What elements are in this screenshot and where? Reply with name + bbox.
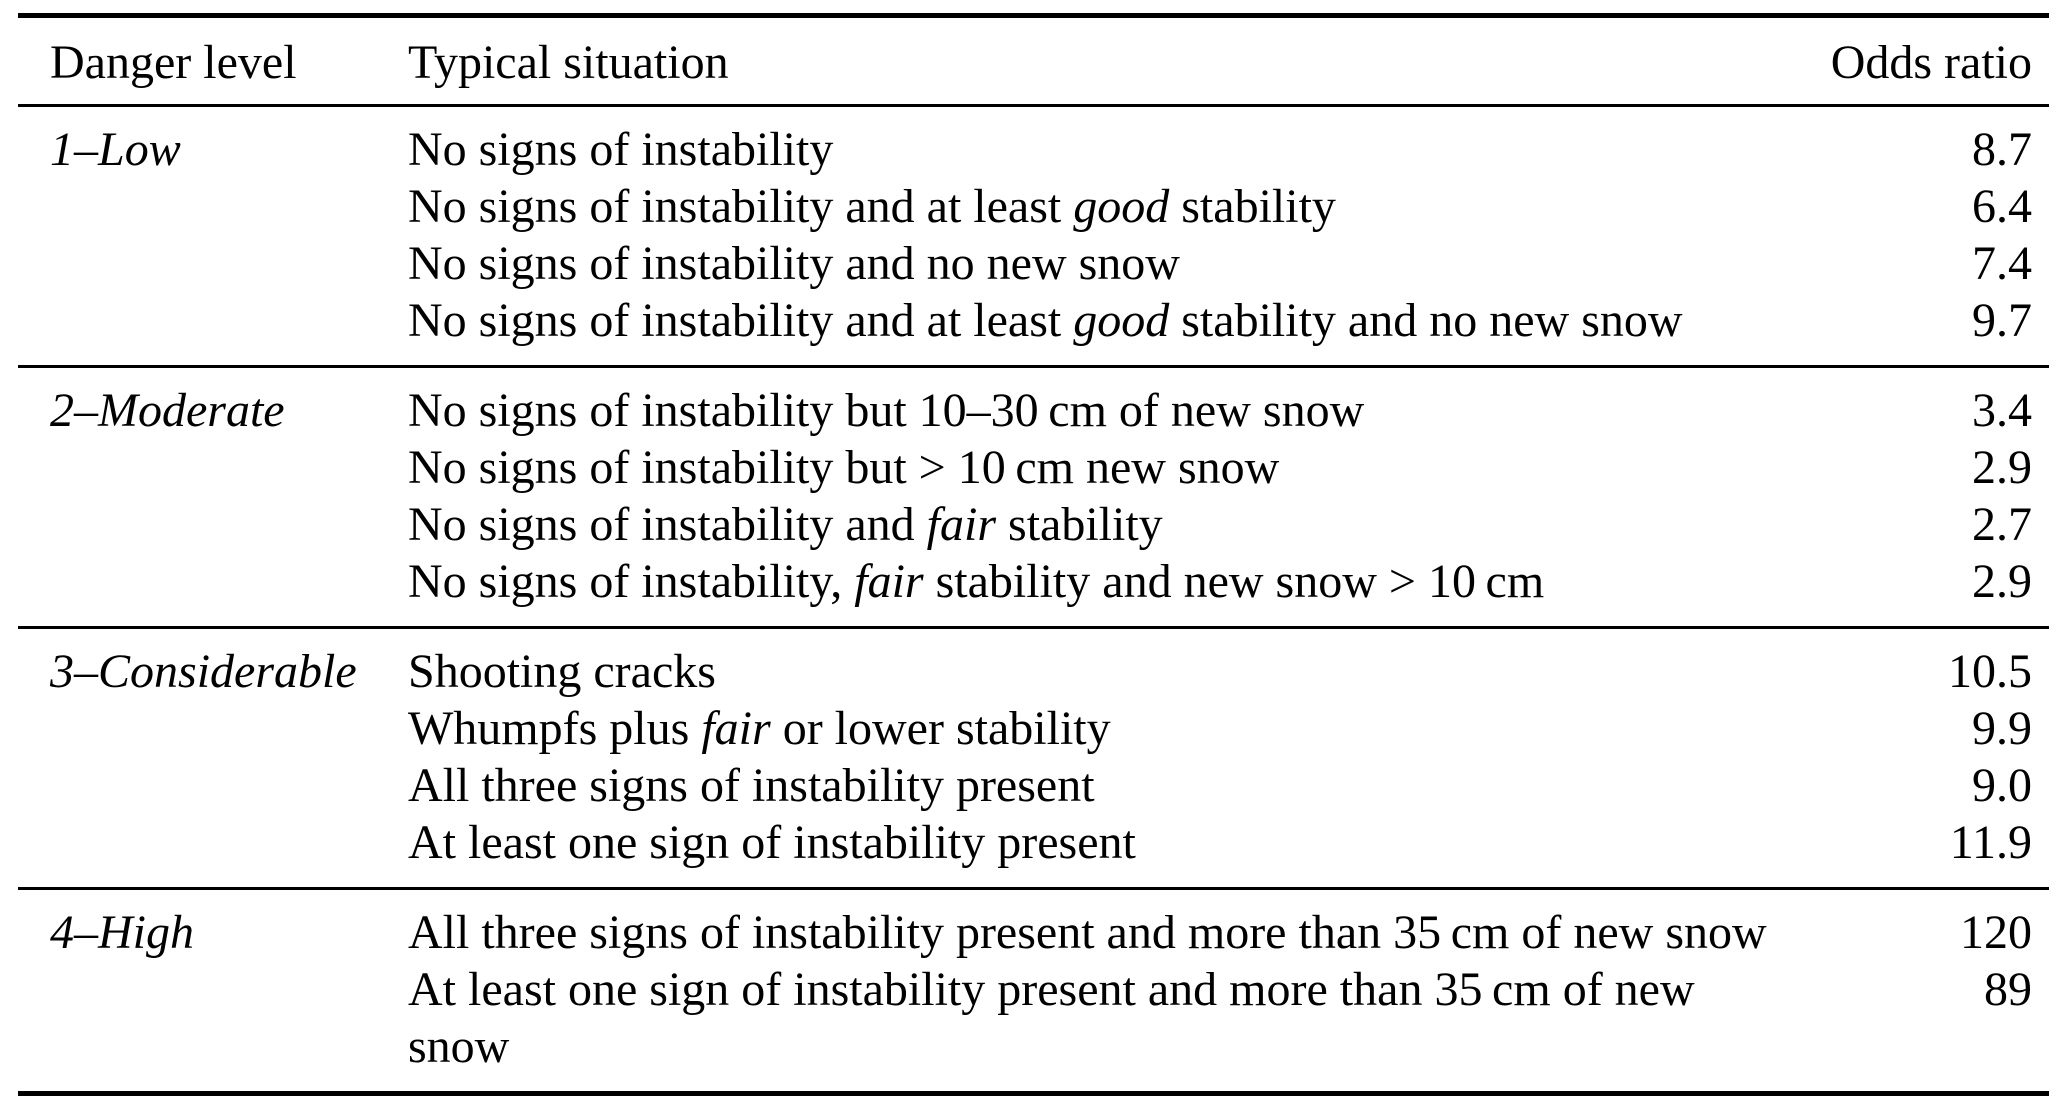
situation-cell: At least one sign of instability present… bbox=[408, 961, 1789, 1075]
table-row: At least one sign of instability present… bbox=[408, 961, 2049, 1075]
table-row: No signs of instability and at least goo… bbox=[408, 292, 2049, 349]
table-row: No signs of instability and fair stabili… bbox=[408, 496, 2049, 553]
text-segment: All three signs of instability present a… bbox=[408, 906, 1767, 959]
emphasis-text: fair bbox=[926, 498, 997, 551]
table-sections: 1–Low No signs of instability 8.7 No signs … bbox=[18, 104, 2049, 1091]
danger-level-cell: 3–Considerable bbox=[50, 645, 357, 698]
danger-level-cell: 4–High bbox=[50, 906, 194, 959]
situation-cell: No signs of instability, fair stability … bbox=[408, 553, 1789, 610]
situation-cell: No signs of instability bbox=[408, 121, 1789, 178]
situation-cell: Shooting cracks bbox=[408, 643, 1789, 700]
table-row: No signs of instability and no new snow 7… bbox=[408, 235, 2049, 292]
situation-cell: Whumpfs plus fair or lower stability bbox=[408, 700, 1789, 757]
situation-cell: All three signs of instability present a… bbox=[408, 904, 1789, 961]
odds-ratio-cell: 3.4 bbox=[1972, 384, 2032, 437]
situation-cell: No signs of instability and at least goo… bbox=[408, 292, 1789, 349]
text-segment: No signs of instability bbox=[408, 123, 834, 176]
text-segment: or lower stability bbox=[770, 702, 1111, 755]
odds-ratio-cell: 7.4 bbox=[1972, 237, 2032, 290]
odds-ratio-cell: 9.0 bbox=[1972, 759, 2032, 812]
text-segment: stability and no new snow bbox=[1169, 294, 1683, 347]
odds-ratio-cell: 9.7 bbox=[1972, 294, 2032, 347]
table-section: 1–Low No signs of instability 8.7 No signs … bbox=[18, 104, 2049, 365]
text-segment: No signs of instability, bbox=[408, 555, 855, 608]
table-section: 3–Considerable Shooting cracks 10.5 Whumpfs… bbox=[18, 626, 2049, 887]
section-rows: All three signs of instability present a… bbox=[408, 904, 2049, 1075]
text-segment: No signs of instability and bbox=[408, 498, 927, 551]
column-header-odds-ratio: Odds ratio bbox=[1830, 36, 2032, 89]
text-segment: stability bbox=[1169, 180, 1336, 233]
text-segment: stability bbox=[996, 498, 1163, 551]
situation-cell: No signs of instability and fair stabili… bbox=[408, 496, 1789, 553]
table-section: 2–Moderate No signs of instability but 10… bbox=[18, 365, 2049, 626]
situation-cell: All three signs of instability present bbox=[408, 757, 1789, 814]
situation-cell: No signs of instability but 10–30 cm of … bbox=[408, 382, 1789, 439]
table-row: Shooting cracks 10.5 bbox=[408, 643, 2049, 700]
odds-ratio-cell: 2.9 bbox=[1972, 555, 2032, 608]
situation-cell: No signs of instability and no new snow bbox=[408, 235, 1789, 292]
odds-ratio-table: Danger level Typical situation Odds rati… bbox=[18, 13, 2049, 1096]
text-segment: No signs of instability and no new snow bbox=[408, 237, 1180, 290]
odds-ratio-cell: 89 bbox=[1984, 963, 2032, 1016]
situation-cell: No signs of instability and at least goo… bbox=[408, 178, 1789, 235]
odds-ratio-cell: 9.9 bbox=[1972, 702, 2032, 755]
odds-ratio-cell: 11.9 bbox=[1949, 816, 2032, 869]
section-rows: No signs of instability 8.7 No signs of in… bbox=[408, 121, 2049, 349]
table-row: No signs of instability 8.7 bbox=[408, 121, 2049, 178]
text-segment: No signs of instability but > 10 cm new … bbox=[408, 441, 1280, 494]
table-section: 4–High All three signs of instability pre… bbox=[18, 887, 2049, 1091]
emphasis-text: good bbox=[1073, 294, 1170, 347]
odds-ratio-cell: 2.7 bbox=[1972, 498, 2032, 551]
table-header-row: Danger level Typical situation Odds rati… bbox=[18, 18, 2049, 104]
text-segment: At least one sign of instability present… bbox=[408, 963, 1695, 1073]
danger-level-cell: 2–Moderate bbox=[50, 384, 285, 437]
odds-ratio-cell: 6.4 bbox=[1972, 180, 2032, 233]
text-segment: All three signs of instability present bbox=[408, 759, 1095, 812]
odds-ratio-cell: 2.9 bbox=[1972, 441, 2032, 494]
table-row: No signs of instability, fair stability … bbox=[408, 553, 2049, 610]
emphasis-text: fair bbox=[701, 702, 771, 755]
section-rows: No signs of instability but 10–30 cm of … bbox=[408, 382, 2049, 610]
odds-ratio-cell: 120 bbox=[1960, 906, 2032, 959]
table-row: No signs of instability but 10–30 cm of … bbox=[408, 382, 2049, 439]
text-segment: At least one sign of instability present bbox=[408, 816, 1136, 869]
text-segment: No signs of instability but 10–30 cm of … bbox=[408, 384, 1365, 437]
text-segment: No signs of instability and at least bbox=[408, 180, 1074, 233]
text-segment: No signs of instability and at least bbox=[408, 294, 1074, 347]
table-row: All three signs of instability present 9.… bbox=[408, 757, 2049, 814]
column-header-danger-level: Danger level bbox=[50, 36, 297, 89]
text-segment: Shooting cracks bbox=[408, 645, 716, 698]
situation-cell: At least one sign of instability present bbox=[408, 814, 1789, 871]
danger-level-cell: 1–Low bbox=[50, 123, 181, 176]
emphasis-text: good bbox=[1073, 180, 1170, 233]
text-segment: Whumpfs plus bbox=[408, 702, 702, 755]
table-row: No signs of instability and at least goo… bbox=[408, 178, 2049, 235]
odds-ratio-cell: 8.7 bbox=[1972, 123, 2032, 176]
table-row: No signs of instability but > 10 cm new … bbox=[408, 439, 2049, 496]
section-rows: Shooting cracks 10.5 Whumpfs plus fair or … bbox=[408, 643, 2049, 871]
table-row: At least one sign of instability present… bbox=[408, 814, 2049, 871]
table-row: Whumpfs plus fair or lower stability 9.9 bbox=[408, 700, 2049, 757]
text-segment: stability and new snow > 10 cm bbox=[923, 555, 1545, 608]
column-header-typical-situation: Typical situation bbox=[408, 36, 729, 89]
situation-cell: No signs of instability but > 10 cm new … bbox=[408, 439, 1789, 496]
emphasis-text: fair bbox=[854, 555, 924, 608]
table-row: All three signs of instability present a… bbox=[408, 904, 2049, 961]
odds-ratio-cell: 10.5 bbox=[1948, 645, 2032, 698]
